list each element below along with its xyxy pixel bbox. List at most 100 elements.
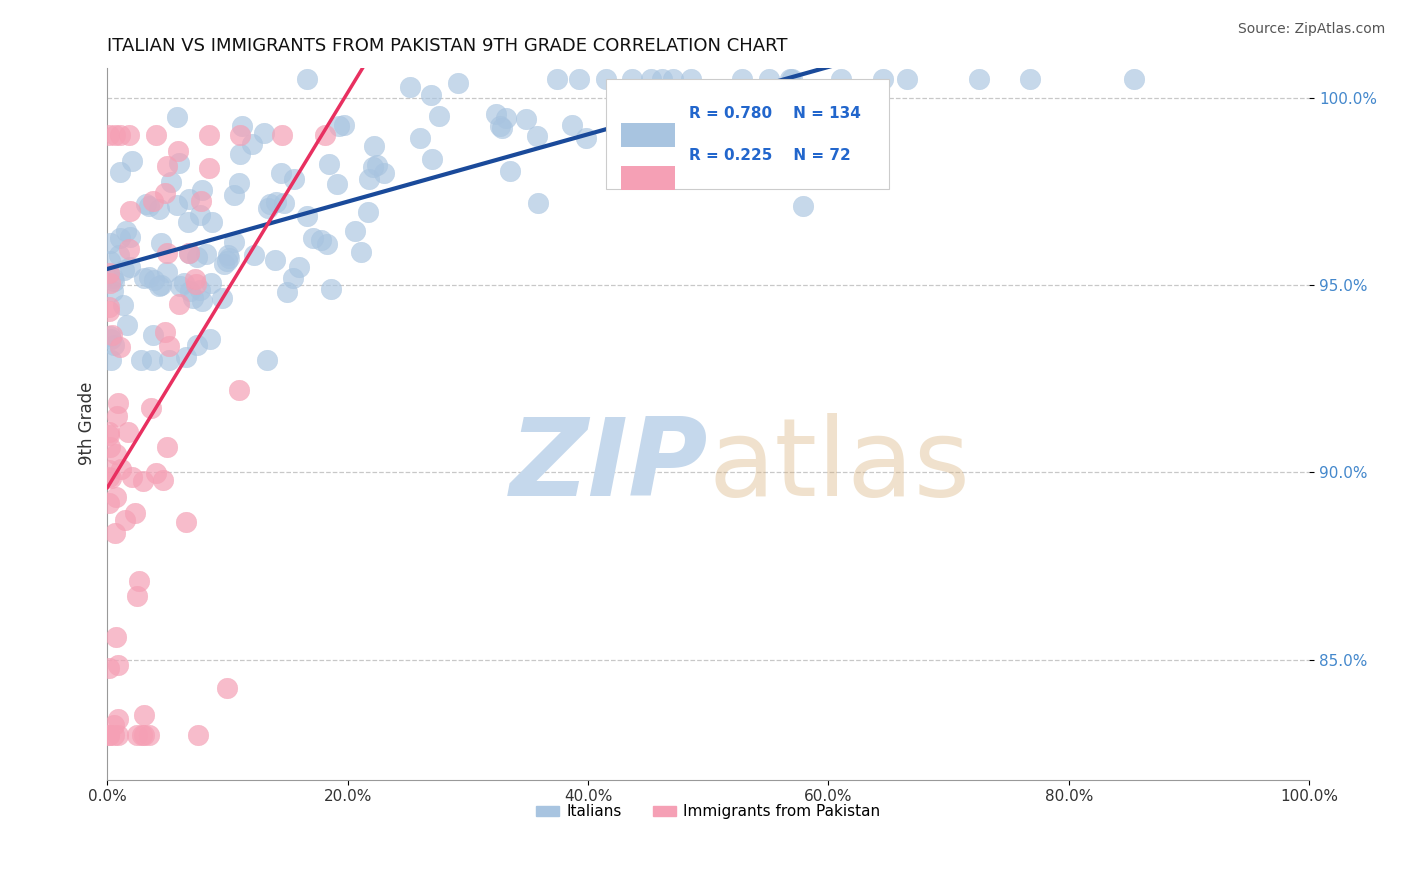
Point [526,128,548,143]
Text: ZIP: ZIP [510,414,709,519]
Point [283,172,305,186]
Point [104,128,127,143]
Point [546,72,568,87]
Point [118,128,141,143]
Point [242,247,264,261]
Point [183,291,205,305]
Point [257,201,280,215]
Point [100,328,122,343]
Point [107,395,129,409]
Point [662,72,685,87]
Point [177,215,200,229]
Point [195,247,218,261]
Point [177,246,200,260]
Point [651,72,673,87]
Point [105,490,128,504]
Text: atlas: atlas [709,414,970,519]
Point [166,110,188,124]
Point [98,277,121,291]
Point [568,72,591,87]
Point [215,681,238,695]
Point [138,728,160,742]
Point [780,72,803,87]
Point [98,661,121,675]
Point [200,332,222,346]
Point [427,109,450,123]
Point [363,138,385,153]
Point [187,728,209,742]
Point [281,271,304,285]
Point [117,425,139,439]
Bar [620,166,675,189]
Point [499,164,522,178]
Point [100,332,122,346]
Point [132,474,155,488]
Point [107,712,129,726]
Point [145,128,167,143]
Point [117,242,139,256]
Point [169,278,191,293]
Point [447,76,470,90]
Point [121,153,143,168]
Point [620,72,643,87]
Point [215,254,238,268]
Point [134,707,156,722]
Point [103,274,125,288]
Point [179,284,201,298]
Point [121,470,143,484]
Point [98,328,121,343]
Point [145,466,167,480]
Point [103,718,125,732]
Point [153,325,176,339]
Point [115,224,138,238]
Point [98,235,121,250]
Point [201,215,224,229]
Point [108,340,131,354]
Point [409,131,432,145]
Point [97,428,120,442]
Point [191,183,214,197]
Point [188,208,211,222]
Y-axis label: 9th Grade: 9th Grade [79,382,96,466]
Point [779,72,801,87]
Point [188,283,211,297]
Point [311,233,333,247]
Point [357,205,380,219]
Point [97,728,120,742]
Point [152,474,174,488]
Point [361,160,384,174]
Point [103,337,125,351]
Point [167,144,190,158]
Point [314,128,336,143]
Point [174,516,197,530]
Point [224,235,246,249]
Point [148,202,170,217]
Point [97,728,120,742]
Point [270,128,292,143]
Point [100,440,122,454]
Point [270,166,292,180]
Point [98,300,121,314]
Point [118,260,141,275]
Point [156,159,179,173]
Point [112,263,135,277]
Point [1018,72,1040,87]
Text: Source: ZipAtlas.com: Source: ZipAtlas.com [1237,22,1385,37]
Point [792,199,814,213]
Point [328,119,350,133]
Point [108,128,131,143]
Point [141,353,163,368]
Point [595,72,617,87]
Point [872,72,894,87]
Point [264,253,287,268]
Point [273,196,295,211]
Point [229,128,252,143]
Point [297,210,319,224]
Point [149,278,172,293]
Point [350,245,373,260]
Point [104,525,127,540]
Point [495,112,517,126]
Point [156,265,179,279]
Point [128,574,150,588]
Point [575,130,598,145]
